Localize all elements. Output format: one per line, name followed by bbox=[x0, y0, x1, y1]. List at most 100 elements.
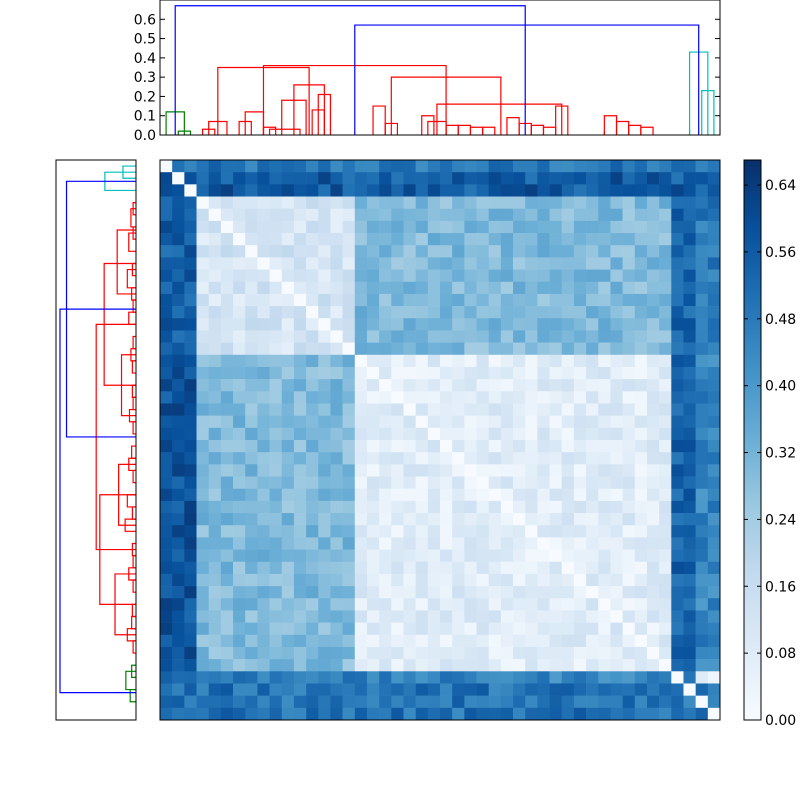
heatmap-cell bbox=[586, 403, 599, 416]
heatmap-cell bbox=[610, 707, 623, 721]
heatmap-cell bbox=[598, 196, 611, 209]
heatmap-cell bbox=[659, 366, 672, 380]
heatmap-cell bbox=[634, 500, 648, 514]
heatmap-cell bbox=[549, 403, 563, 416]
heatmap-cell bbox=[342, 695, 356, 709]
heatmap-cell bbox=[354, 342, 368, 356]
heatmap-cell bbox=[695, 452, 709, 465]
heatmap-cell bbox=[671, 391, 684, 404]
heatmap-cell bbox=[391, 330, 404, 343]
heatmap-cell bbox=[634, 488, 648, 502]
heatmap-cell bbox=[415, 537, 429, 550]
heatmap-cell bbox=[525, 184, 538, 197]
heatmap-cell bbox=[452, 257, 465, 270]
heatmap-cell bbox=[257, 330, 270, 343]
heatmap-cell bbox=[172, 366, 185, 380]
heatmap-cell bbox=[537, 695, 550, 709]
heatmap-cell bbox=[391, 513, 404, 526]
top-dendrogram-frame bbox=[159, 0, 721, 136]
heatmap-cell bbox=[415, 233, 429, 246]
heatmap-cell bbox=[415, 598, 429, 611]
heatmap-cell bbox=[172, 537, 185, 550]
heatmap-cell bbox=[415, 293, 429, 307]
left-dendrogram-frame bbox=[55, 159, 137, 721]
heatmap-cell bbox=[464, 160, 477, 173]
heatmap-cell bbox=[160, 573, 173, 587]
heatmap-cell bbox=[318, 330, 331, 343]
heatmap-cell bbox=[318, 452, 331, 465]
heatmap-cell bbox=[342, 318, 356, 331]
heatmap-cell bbox=[233, 476, 246, 489]
heatmap-cell bbox=[379, 573, 392, 587]
heatmap-cell bbox=[427, 537, 441, 550]
heatmap-cell bbox=[464, 366, 477, 380]
heatmap-cell bbox=[695, 220, 709, 234]
heatmap-cell bbox=[513, 598, 526, 611]
heatmap-cell bbox=[293, 525, 307, 538]
heatmap-cell bbox=[391, 391, 404, 404]
heatmap-cell bbox=[671, 525, 684, 538]
heatmap-cell bbox=[379, 464, 392, 477]
heatmap-cell bbox=[269, 293, 283, 307]
heatmap-cell bbox=[415, 269, 429, 283]
heatmap-cell bbox=[537, 354, 550, 368]
heatmap-cell bbox=[513, 513, 526, 526]
heatmap-cell bbox=[403, 391, 416, 404]
heatmap-cell bbox=[537, 598, 550, 611]
heatmap-cell bbox=[452, 366, 465, 380]
heatmap-cell bbox=[172, 403, 185, 416]
heatmap-cell bbox=[573, 573, 587, 587]
heatmap-cell bbox=[220, 160, 234, 173]
heatmap-cell bbox=[196, 245, 209, 258]
heatmap-cell bbox=[683, 415, 696, 429]
heatmap-cell bbox=[427, 196, 441, 209]
heatmap-cell bbox=[330, 220, 343, 234]
heatmap-cell bbox=[586, 318, 599, 331]
heatmap-cell bbox=[293, 622, 307, 636]
heatmap-cell bbox=[245, 646, 258, 660]
heatmap-cell bbox=[245, 245, 258, 258]
heatmap-cell bbox=[366, 634, 380, 648]
heatmap-cell bbox=[184, 160, 197, 173]
heatmap-cell bbox=[281, 220, 295, 234]
heatmap-cell bbox=[427, 269, 441, 283]
colorbar-axis: 0.000.080.160.240.320.400.480.560.64 bbox=[744, 178, 796, 729]
heatmap-cell bbox=[318, 379, 331, 392]
heatmap-cell bbox=[233, 671, 246, 684]
heatmap-cell bbox=[306, 671, 319, 684]
heatmap-cell bbox=[476, 646, 489, 660]
heatmap-cell bbox=[500, 452, 514, 465]
heatmap-cell bbox=[330, 707, 343, 721]
heatmap-cell bbox=[586, 683, 599, 696]
heatmap-cell bbox=[671, 318, 684, 331]
heatmap-cell bbox=[464, 634, 477, 648]
heatmap-cell bbox=[415, 476, 429, 489]
heatmap-cell bbox=[269, 427, 283, 441]
heatmap-cell bbox=[440, 427, 453, 441]
heatmap-cell bbox=[208, 549, 222, 563]
heatmap-cell bbox=[622, 196, 636, 209]
heatmap-cell bbox=[354, 379, 368, 392]
heatmap-cell bbox=[537, 233, 550, 246]
heatmap-cell bbox=[196, 366, 209, 380]
heatmap-cell bbox=[160, 513, 173, 526]
heatmap-cell bbox=[257, 196, 270, 209]
heatmap-cell bbox=[488, 354, 502, 368]
heatmap-cell bbox=[671, 306, 684, 319]
heatmap-cell bbox=[354, 196, 368, 209]
heatmap-cell bbox=[257, 586, 270, 599]
heatmap-cell bbox=[598, 257, 611, 270]
heatmap-cell bbox=[537, 379, 550, 392]
heatmap-cell bbox=[306, 379, 319, 392]
heatmap-cell bbox=[415, 488, 429, 502]
heatmap-cell bbox=[342, 403, 356, 416]
heatmap-cell bbox=[464, 403, 477, 416]
heatmap-cell bbox=[707, 537, 721, 550]
heatmap-cell bbox=[184, 318, 197, 331]
heatmap-cell bbox=[391, 464, 404, 477]
heatmap-cell bbox=[476, 586, 489, 599]
heatmap-cell bbox=[537, 403, 550, 416]
heatmap-cell bbox=[695, 683, 709, 696]
heatmap-cell bbox=[281, 622, 295, 636]
heatmap-cell bbox=[622, 683, 636, 696]
